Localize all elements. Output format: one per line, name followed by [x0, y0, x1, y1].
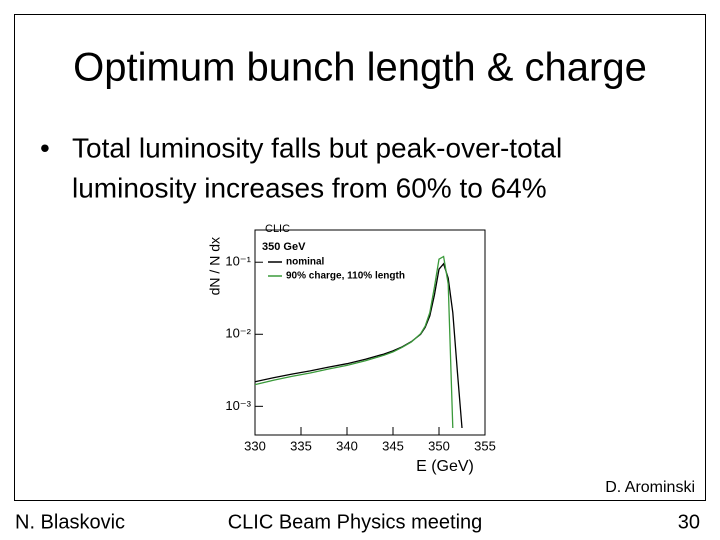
credit: D. Arominski	[605, 479, 695, 496]
y-tick-label: 10⁻³	[225, 398, 251, 413]
y-tick-label: 10⁻¹	[225, 254, 251, 269]
bullet-dot: •	[40, 132, 50, 163]
plot-frame	[254, 229, 486, 436]
chart-title: CLIC	[265, 223, 290, 235]
x-tick-label: 340	[336, 438, 358, 453]
x-axis-label: E (GeV)	[416, 458, 474, 475]
x-tick-label: 335	[290, 438, 312, 453]
bullet-line: Total luminosity falls but peak-over-tot…	[72, 132, 562, 163]
footer-left: N. Blaskovic	[15, 511, 125, 533]
x-tick-label: 330	[244, 438, 266, 453]
y-tick-label: 10⁻²	[225, 326, 251, 341]
footer-center: CLIC Beam Physics meeting	[228, 511, 483, 533]
chart-subtitle: 350 GeV	[262, 241, 306, 253]
y-axis-label: dN / N dx	[207, 237, 223, 295]
legend-label: 90% charge, 110% length	[286, 271, 405, 282]
slide-frame	[14, 14, 706, 501]
legend-label: nominal	[286, 257, 325, 268]
footer-right: 30	[678, 511, 700, 533]
x-tick-label: 355	[474, 438, 496, 453]
slide-title: Optimum bunch length & charge	[73, 46, 647, 90]
series-line	[254, 255, 454, 429]
x-tick-label: 345	[382, 438, 404, 453]
x-tick-label: 350	[428, 438, 450, 453]
bullet-line: luminosity increases from 60% to 64%	[72, 172, 547, 203]
